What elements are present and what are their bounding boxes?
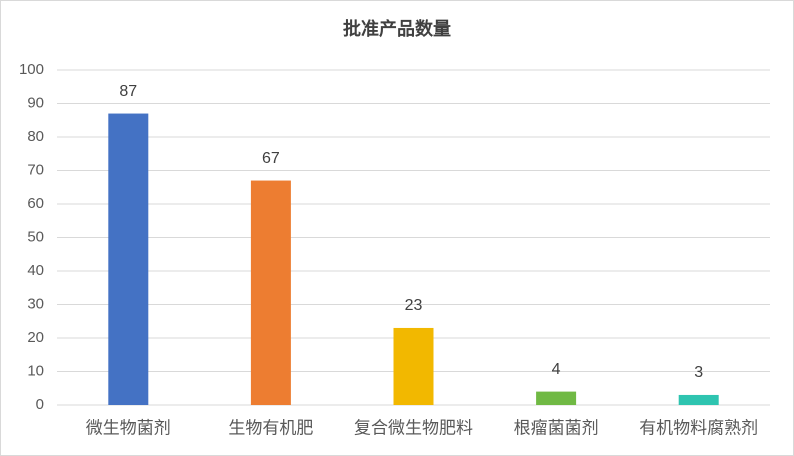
y-tick-label: 60 (27, 195, 44, 212)
bar (536, 391, 577, 405)
x-tick-label: 复合微生物肥料 (354, 418, 473, 437)
bar (678, 394, 719, 405)
y-tick-label: 80 (27, 128, 44, 145)
y-tick-label: 90 (27, 94, 44, 111)
value-label: 67 (262, 150, 280, 167)
y-tick-label: 50 (27, 228, 44, 245)
y-tick-label: 40 (27, 262, 44, 279)
chart-title: 批准产品数量 (343, 18, 451, 39)
y-tick-label: 30 (27, 295, 44, 312)
y-tick-label: 100 (19, 61, 44, 78)
x-tick-label: 生物有机肥 (228, 418, 313, 437)
x-tick-label: 根瘤菌菌剂 (514, 418, 599, 437)
y-tick-label: 20 (27, 329, 44, 346)
bar (108, 113, 149, 406)
value-label: 3 (694, 364, 703, 381)
bar (393, 327, 434, 405)
y-tick-label: 10 (27, 362, 44, 379)
value-label: 4 (552, 361, 561, 378)
value-label: 87 (119, 83, 137, 100)
bar (250, 180, 291, 405)
value-label: 23 (405, 297, 423, 314)
x-tick-label: 有机物料腐熟剂 (639, 417, 758, 437)
y-tick-label: 70 (27, 161, 44, 178)
x-tick-label: 微生物菌剂 (86, 418, 171, 437)
y-tick-label: 0 (36, 396, 44, 413)
